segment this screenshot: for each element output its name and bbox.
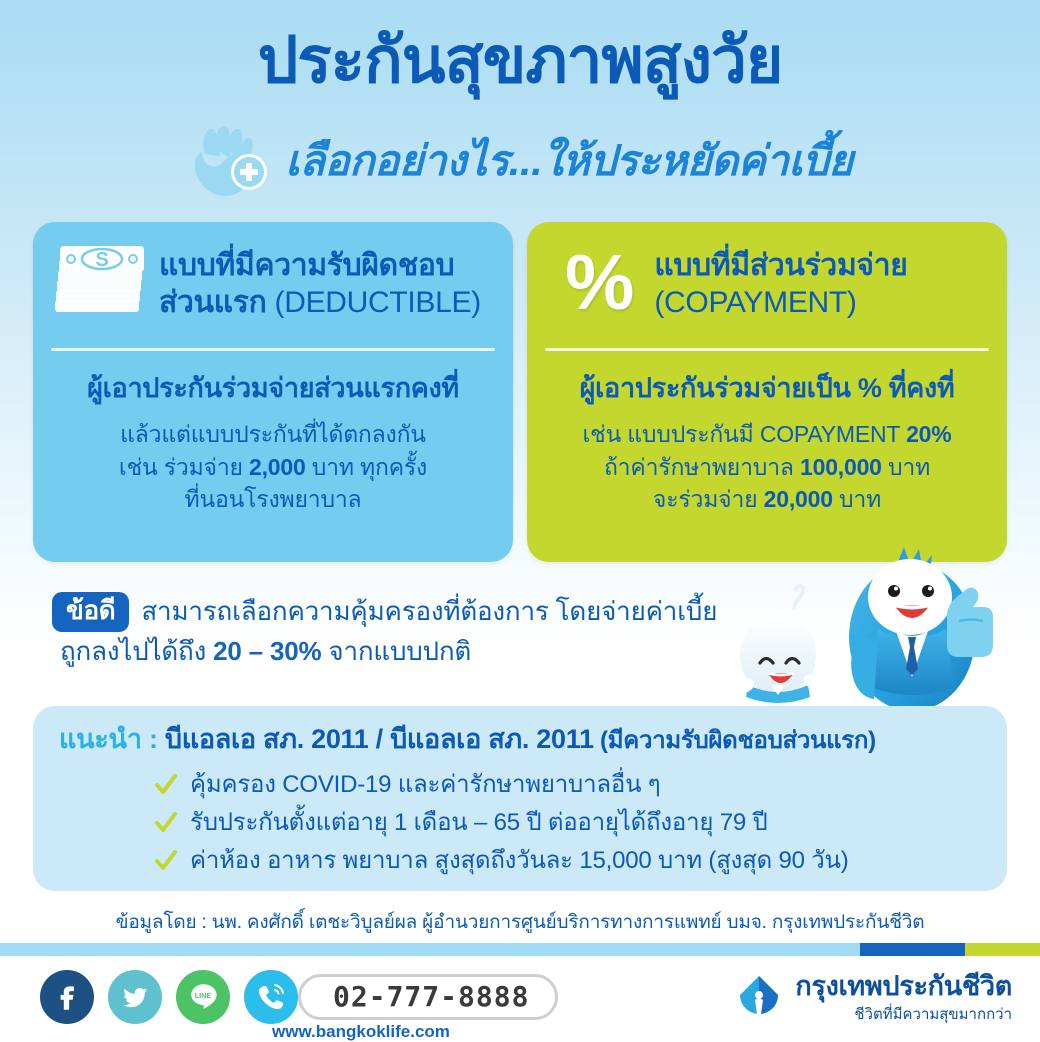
card-deductible-desc-line2: เช่น ร่วมจ่าย 2,000 บาท ทุกครั้ง	[49, 451, 497, 484]
check-icon	[155, 812, 177, 833]
phone-icon[interactable]	[244, 970, 298, 1024]
benefit-block: ข้อดี สามารถเลือกความคุ้มครองที่ต้องการ …	[52, 592, 752, 671]
svg-text:LINE: LINE	[195, 991, 212, 1000]
recommend-item-text: รับประกันตั้งแต่อายุ 1 เดือน – 65 ปี ต่อ…	[190, 809, 768, 837]
card-deductible-head: S แบบที่มีความรับผิดชอบ ส่วนแรก (DEDUCTI…	[33, 222, 513, 348]
recommend-note: (มีความรับผิดชอบส่วนแรก)	[593, 727, 876, 754]
hand-ok-medical-plus-icon	[195, 126, 268, 196]
cdesc2-amount: 100,000	[800, 453, 882, 480]
page-subtitle: เลือกอย่างไร...ให้ประหยัดค่าเบี้ย	[285, 137, 853, 184]
decorative-stripe	[0, 943, 1040, 956]
card-copayment-divider	[545, 348, 989, 351]
recommend-item-text: ค่าห้อง อาหาร พยาบาล สูงสุดถึงวันละ 15,0…	[190, 847, 849, 875]
credit-line: ข้อมูลโดย : นพ. คงศักดิ์ เตชะวิบูลย์ผล ผ…	[115, 912, 925, 933]
desc2a: เช่น ร่วมจ่าย	[118, 453, 249, 480]
stripe-segment-light	[0, 943, 860, 956]
twitter-icon[interactable]	[108, 970, 162, 1024]
card-deductible-title-line2: ส่วนแรก (DEDUCTIBLE)	[159, 285, 481, 322]
cdesc2a: ถ้าค่ารักษาพยาบาล	[603, 453, 801, 480]
card-copayment-title: แบบที่มีส่วนร่วมจ่าย (COPAYMENT)	[654, 248, 907, 321]
desc2-amount: 2,000	[249, 453, 306, 480]
card-deductible-desc-line1: แล้วแต่แบบประกันที่ได้ตกลงกัน	[120, 421, 426, 448]
logo-company-name: กรุงเทพประกันชีวิต	[795, 971, 1012, 1001]
benefit-line2-c: จากแบบปกติ	[321, 635, 472, 666]
money-stack-icon: S	[55, 246, 144, 312]
card-deductible: S แบบที่มีความรับผิดชอบ ส่วนแรก (DEDUCTI…	[33, 222, 513, 562]
footer: LINE 02-777-8888 www.bangkoklife.com	[0, 956, 1040, 1041]
thumbs-up-hand	[947, 587, 993, 657]
bangkok-life-leaf-icon	[740, 976, 779, 1015]
facebook-icon[interactable]	[40, 970, 94, 1024]
company-logo: กรุงเทพประกันชีวิต ชีวิตที่มีความสุขมากก…	[733, 972, 1012, 1026]
card-copayment-title-th: แบบที่มีส่วนร่วมจ่าย	[654, 249, 908, 283]
benefit-line2-a: ถูกลงไปได้ถึง	[60, 635, 214, 666]
card-copayment-head: % แบบที่มีส่วนร่วมจ่าย (COPAYMENT)	[527, 222, 1007, 348]
benefit-discount-range: 20 – 30%	[213, 635, 322, 666]
website-link[interactable]: www.bangkoklife.com	[272, 1022, 450, 1041]
percent-icon: %	[565, 238, 635, 326]
phone-number[interactable]: 02-777-8888	[298, 974, 559, 1020]
card-copayment: % แบบที่มีส่วนร่วมจ่าย (COPAYMENT) ผู้เอ…	[527, 222, 1007, 562]
cdesc1-pct: 20%	[906, 421, 952, 448]
check-icon	[155, 850, 177, 871]
benefit-text-line1: สามารถเลือกความคุ้มครองที่ต้องการ โดยจ่า…	[141, 596, 718, 626]
blue-mascot-thumbsup-icon	[849, 547, 993, 710]
logo-tagline: ชีวิตที่มีความสุขมากกว่า	[854, 1006, 1012, 1024]
card-deductible-desc: แล้วแต่แบบประกันที่ได้ตกลงกัน เช่น ร่วมจ…	[49, 418, 497, 516]
svg-text:S: S	[95, 249, 108, 271]
check-icon	[155, 774, 177, 795]
benefit-badge: ข้อดี	[52, 592, 130, 632]
line-icon[interactable]: LINE	[176, 970, 230, 1024]
card-deductible-lead: ผู้เอาประกันร่วมจ่ายส่วนแรกคงที่	[87, 373, 459, 403]
card-deductible-body: ผู้เอาประกันร่วมจ่ายส่วนแรกคงที่ แล้วแต่…	[33, 351, 513, 516]
card-deductible-desc-line3: ที่นอนโรงพยาบาล	[184, 486, 362, 513]
card-copayment-body: ผู้เอาประกันร่วมจ่ายเป็น % ที่คงที่ เช่น…	[527, 351, 1007, 516]
recommend-item-text: คุ้มครอง COVID-19 และค่ารักษาพยาบาลอื่น …	[190, 771, 661, 799]
subtitle-row: เลือกอย่างไร...ให้ประหยัดค่าเบี้ย	[0, 124, 1040, 198]
card-deductible-divider	[51, 348, 495, 351]
comparison-cards: S แบบที่มีความรับผิดชอบ ส่วนแรก (DEDUCTI…	[33, 222, 1007, 562]
cdesc2c: บาท	[881, 453, 931, 480]
card-copayment-desc: เช่น แบบประกันมี COPAYMENT 20% ถ้าค่ารัก…	[543, 418, 991, 516]
list-item: ค่าห้อง อาหาร พยาบาล สูงสุดถึงวันละ 15,0…	[155, 845, 981, 876]
card-copayment-title-en: (COPAYMENT)	[654, 286, 857, 319]
card-copayment-desc-line1: เช่น แบบประกันมี COPAYMENT 20%	[543, 418, 991, 451]
card-deductible-title-line1: แบบที่มีความรับผิดชอบ	[159, 249, 455, 283]
stripe-segment-blue	[860, 943, 965, 956]
recommend-lead-label: แนะนำ :	[59, 724, 165, 754]
stripe-segment-green	[965, 943, 1040, 956]
benefit-line-1: ข้อดี สามารถเลือกความคุ้มครองที่ต้องการ …	[52, 592, 752, 632]
card-deductible-title-th2: ส่วนแรก	[159, 286, 275, 319]
social-bar: LINE 02-777-8888	[40, 970, 559, 1024]
white-mascot-icon	[733, 584, 825, 703]
cdesc3-amount: 20,000	[763, 486, 833, 513]
recommendation-heading: แนะนำ : บีแอลเอ สภ. 2011 / บีแอลเอ สภ. 2…	[59, 722, 981, 757]
cdesc3c: บาท	[832, 486, 882, 513]
cdesc1a: เช่น แบบประกันมี COPAYMENT	[582, 421, 907, 448]
card-copayment-desc-line2: ถ้าค่ารักษาพยาบาล 100,000 บาท	[543, 451, 991, 484]
logo-text: กรุงเทพประกันชีวิต ชีวิตที่มีความสุขมากก…	[795, 972, 1012, 1026]
recommend-products: บีแอลเอ สภ. 2011 / บีแอลเอ สภ. 2011	[164, 724, 594, 754]
header: ประกันสุขภาพสูงวัย เลือกอย่างไร...ให้ประ…	[0, 0, 1040, 205]
card-deductible-title-en: (DEDUCTIBLE)	[274, 286, 482, 319]
page-title: ประกันสุขภาพสูงวัย	[257, 24, 784, 96]
list-item: รับประกันตั้งแต่อายุ 1 เดือน – 65 ปี ต่อ…	[155, 807, 981, 838]
benefit-line-2: ถูกลงไปได้ถึง 20 – 30% จากแบบปกติ	[60, 632, 752, 671]
recommendation-panel: แนะนำ : บีแอลเอ สภ. 2011 / บีแอลเอ สภ. 2…	[33, 706, 1007, 891]
card-deductible-title: แบบที่มีความรับผิดชอบ ส่วนแรก (DEDUCTIBL…	[159, 248, 481, 321]
mascot-group	[733, 547, 993, 710]
recommendation-list: คุ้มครอง COVID-19 และค่ารักษาพยาบาลอื่น …	[59, 769, 981, 877]
card-copayment-lead: ผู้เอาประกันร่วมจ่ายเป็น % ที่คงที่	[579, 373, 955, 403]
list-item: คุ้มครอง COVID-19 และค่ารักษาพยาบาลอื่น …	[155, 769, 981, 800]
card-copayment-desc-line3: จะร่วมจ่าย 20,000 บาท	[543, 483, 991, 516]
cdesc3a: จะร่วมจ่าย	[652, 486, 764, 513]
desc2c: บาท ทุกครั้ง	[305, 453, 428, 480]
